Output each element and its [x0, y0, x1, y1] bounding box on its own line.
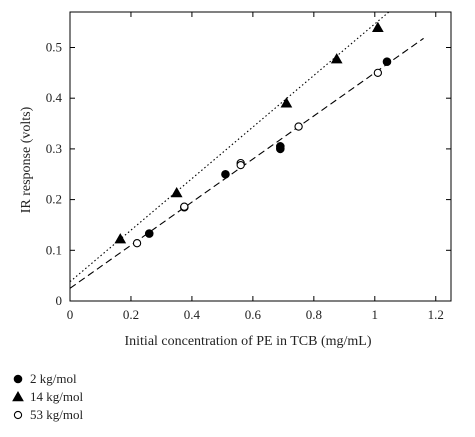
y-axis-ticks: 0 0.1 0.2 0.3 0.4 0.5: [46, 39, 451, 308]
data-point-series-2: [330, 53, 343, 64]
dashed-fit-line: [69, 37, 424, 289]
data-point-series-1: [276, 144, 285, 154]
x-tick-label: 1.2: [428, 307, 444, 322]
y-tick-label: 0.3: [46, 141, 62, 156]
x-tick-label: 0.2: [123, 307, 139, 322]
data-point-series-2: [114, 233, 127, 244]
data-point-series-3: [294, 122, 303, 131]
data-point-series-3: [236, 160, 245, 170]
data-point-series-1: [382, 57, 392, 66]
data-point-series-1: [221, 169, 230, 179]
legend-label-series-1: 2 kg/mol: [30, 371, 77, 386]
x-axis-ticks: 0 0.2 0.4 0.6 0.8 1 1.2: [67, 12, 444, 322]
data-point-series-2: [170, 186, 183, 198]
legend-marker-series-3: [13, 410, 23, 420]
x-tick-label: 1: [372, 307, 379, 322]
data-point-series-2: [280, 97, 293, 108]
y-tick-label: 0.4: [46, 90, 63, 105]
y-tick-label: 0.5: [46, 39, 62, 54]
legend-label-series-2: 14 kg/mol: [30, 389, 83, 404]
fit-lines: [69, 10, 424, 289]
y-tick-label: 0.2: [46, 192, 62, 207]
legend-marker-series-2: [12, 390, 24, 402]
y-tick-label: 0: [56, 293, 63, 308]
data-point-series-3: [132, 239, 142, 248]
data-point-series-3: [373, 68, 382, 77]
x-tick-label: 0.8: [306, 307, 322, 322]
plot-border: [69, 11, 452, 302]
data-point-series-3: [180, 202, 189, 211]
x-tick-label: 0.4: [184, 307, 201, 322]
x-tick-label: 0: [67, 307, 74, 322]
legend-marker-series-1: [13, 374, 23, 384]
data-point-series-2: [371, 21, 384, 32]
legend-label-series-3: 53 kg/mol: [30, 407, 83, 422]
x-tick-label: 0.6: [245, 307, 262, 322]
x-axis-label: Initial concentration of PE in TCB (mg/m…: [124, 334, 371, 349]
data-point-series-1: [144, 229, 154, 238]
y-axis-label: IR response (volts): [19, 106, 34, 213]
plot-frame: [69, 11, 452, 302]
y-tick-label: 0.1: [46, 242, 62, 257]
legend: 2 kg/mol 14 kg/mol 53 kg/mol: [12, 371, 83, 422]
data-markers: [114, 21, 392, 248]
